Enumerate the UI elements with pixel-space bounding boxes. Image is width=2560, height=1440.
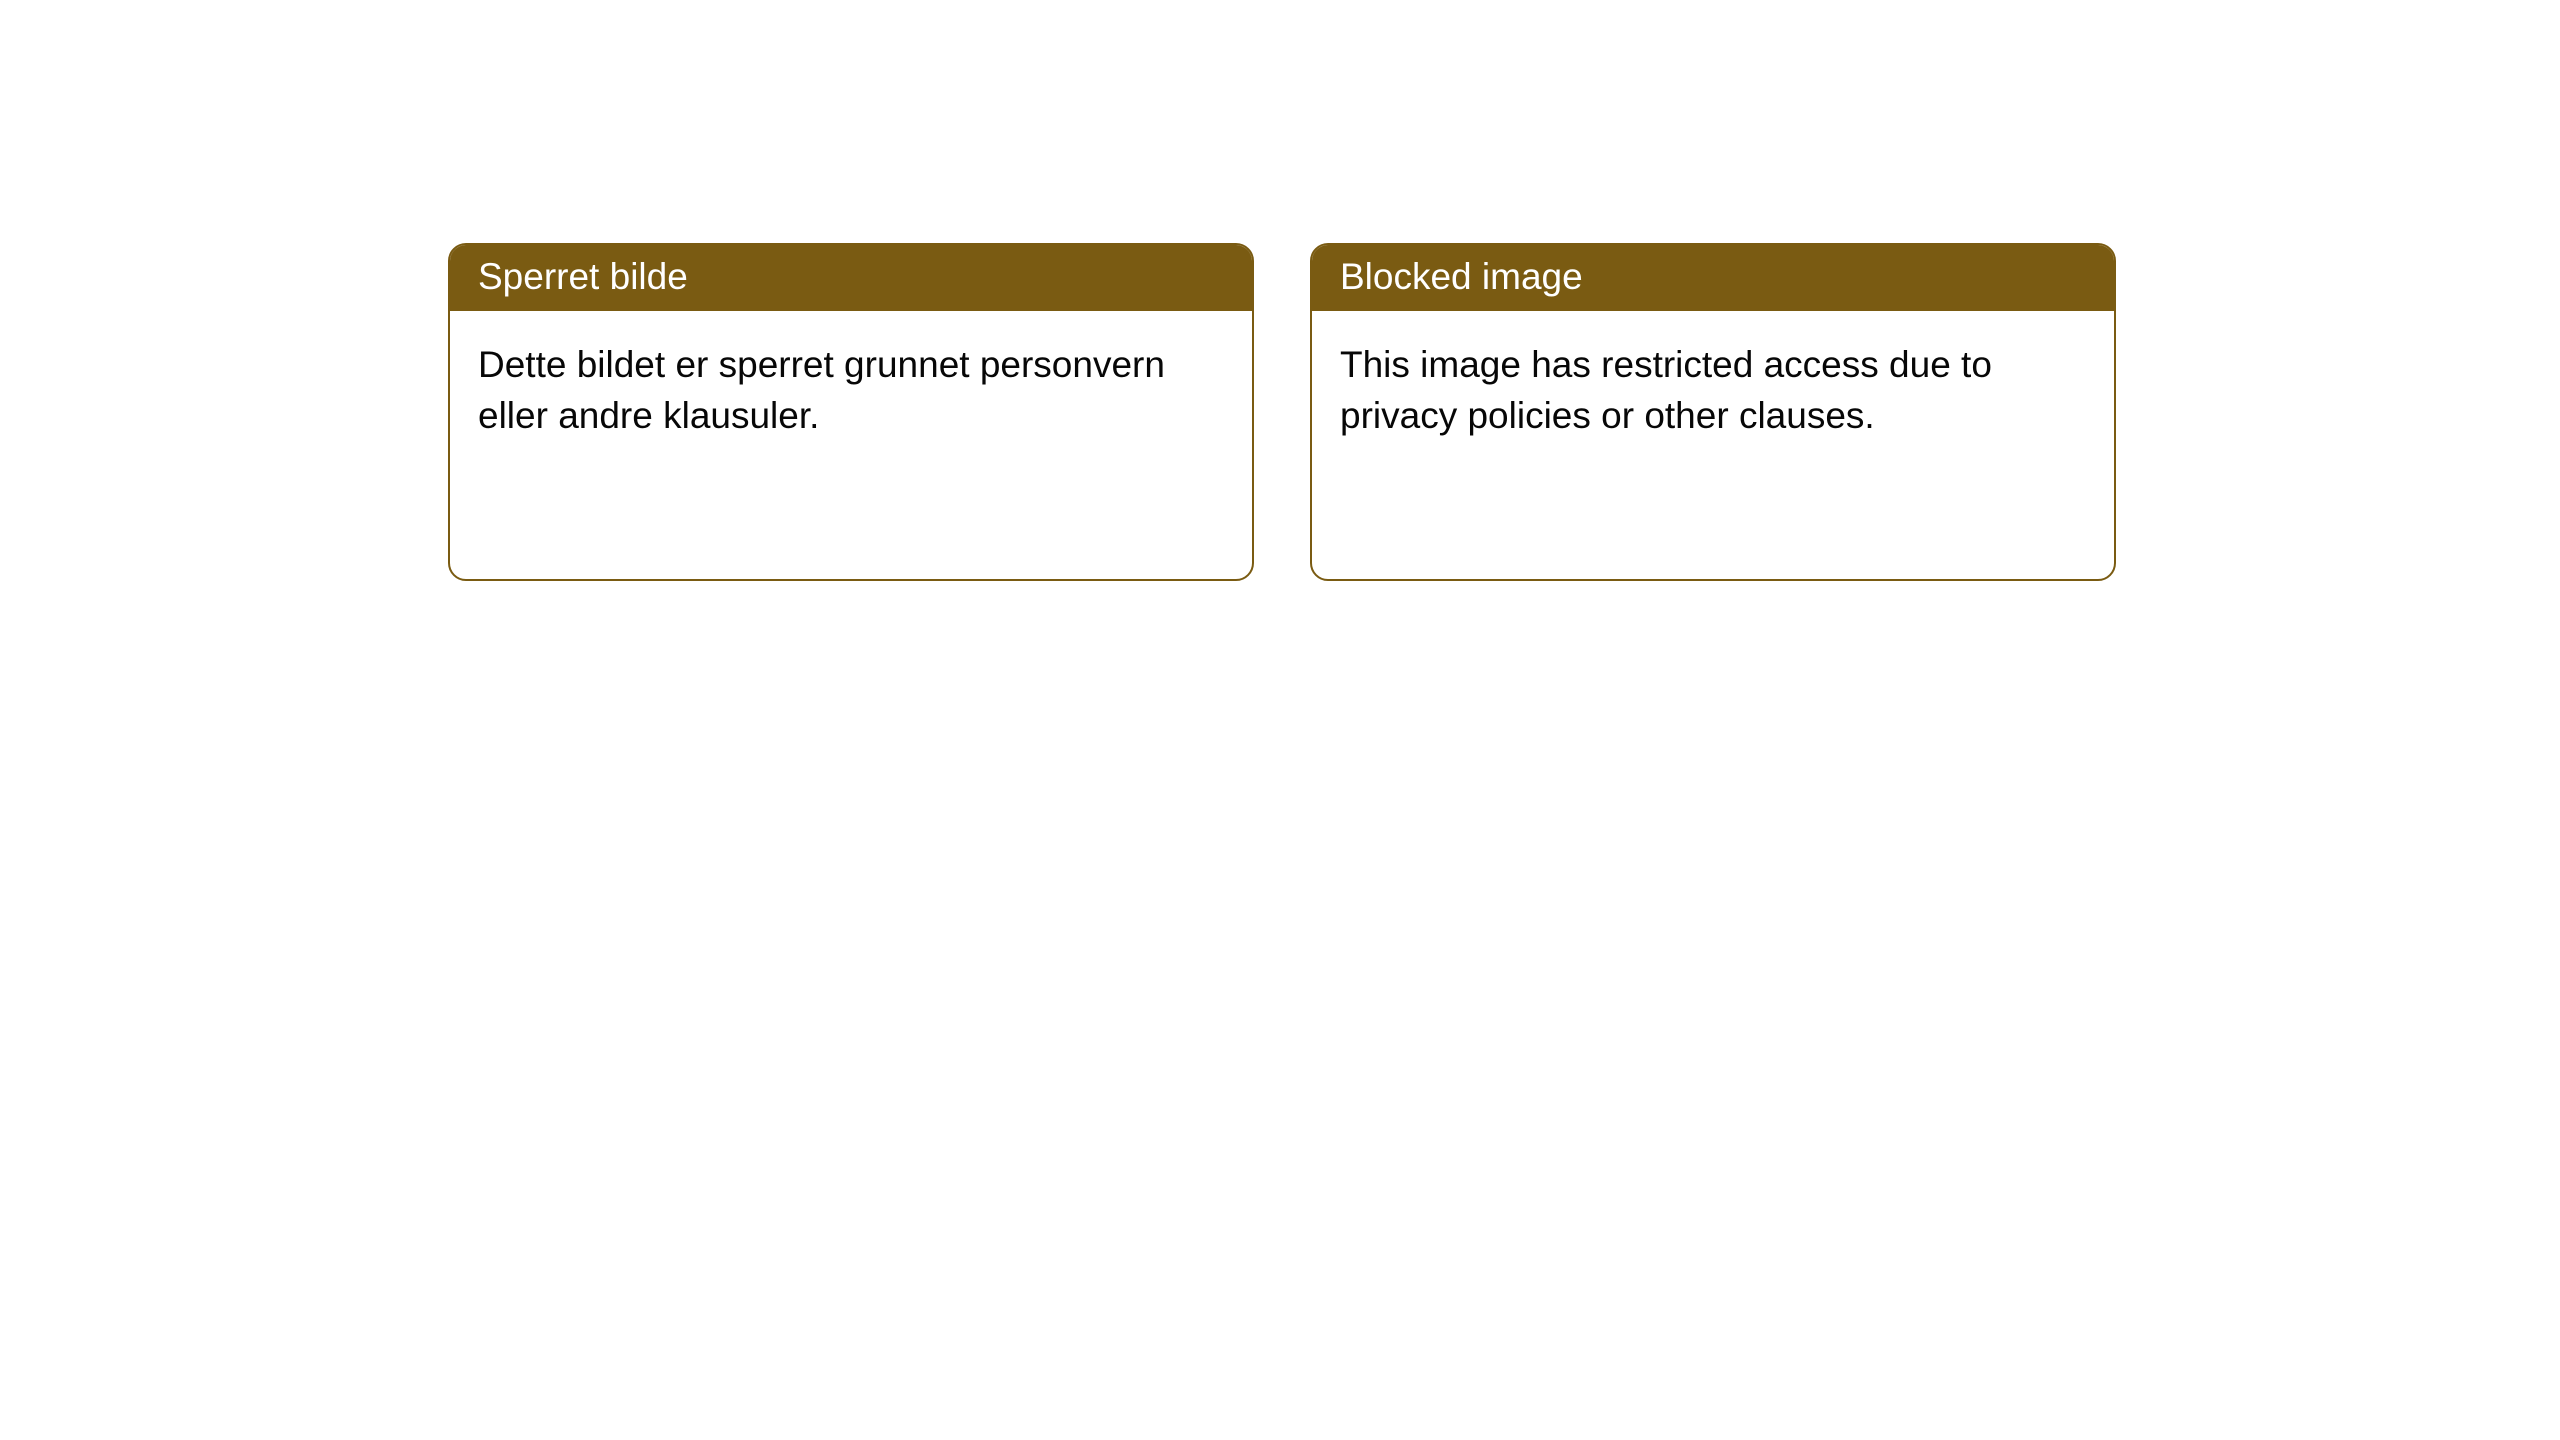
notice-title-en: Blocked image: [1312, 245, 2114, 311]
notice-box-no: Sperret bilde Dette bildet er sperret gr…: [448, 243, 1254, 581]
notice-body-no: Dette bildet er sperret grunnet personve…: [450, 311, 1252, 469]
notice-container: Sperret bilde Dette bildet er sperret gr…: [0, 0, 2560, 581]
notice-body-en: This image has restricted access due to …: [1312, 311, 2114, 469]
notice-box-en: Blocked image This image has restricted …: [1310, 243, 2116, 581]
notice-title-no: Sperret bilde: [450, 245, 1252, 311]
